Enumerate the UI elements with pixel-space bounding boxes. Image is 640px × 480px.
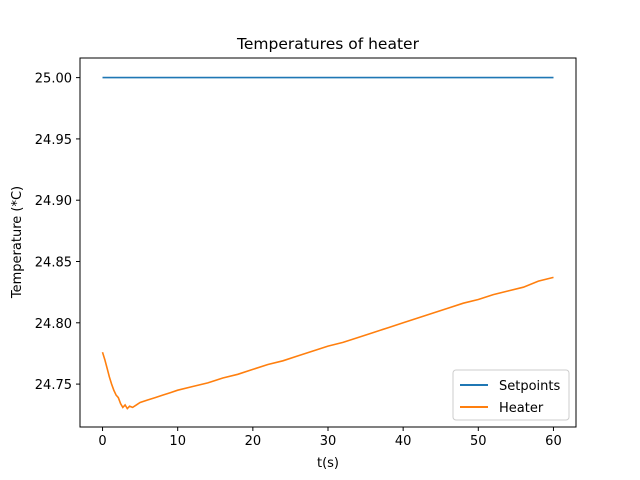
- chart-title: Temperatures of heater: [236, 35, 420, 53]
- x-ticks: 0 10 20 30 40 50 60: [98, 427, 562, 449]
- plot-lines: [101, 76, 554, 410]
- y-tick-label: 24.80: [35, 317, 72, 332]
- x-tick-label: 60: [545, 434, 562, 449]
- legend-label-setpoints: Setpoints: [499, 379, 561, 394]
- y-tick-label: 24.90: [35, 194, 72, 209]
- legend-label-heater: Heater: [499, 401, 544, 416]
- y-ticks: 24.75 24.80 24.85 24.90 24.95 25.00: [35, 72, 80, 393]
- series-line-heater: [101, 276, 554, 410]
- x-tick-label: 30: [320, 434, 337, 449]
- legend: Setpoints Heater: [452, 369, 570, 421]
- x-tick-label: 0: [98, 434, 106, 449]
- y-tick-label: 24.75: [35, 378, 72, 393]
- y-tick-label: 24.95: [35, 133, 72, 148]
- x-tick-label: 20: [245, 434, 262, 449]
- x-tick-label: 10: [169, 434, 186, 449]
- y-tick-label: 24.85: [35, 256, 72, 271]
- y-tick-label: 25.00: [35, 72, 72, 87]
- y-axis-label: Temperature (*C): [10, 186, 25, 299]
- x-tick-label: 40: [395, 434, 412, 449]
- x-tick-label: 50: [470, 434, 487, 449]
- x-axis-label: t(s): [317, 456, 339, 471]
